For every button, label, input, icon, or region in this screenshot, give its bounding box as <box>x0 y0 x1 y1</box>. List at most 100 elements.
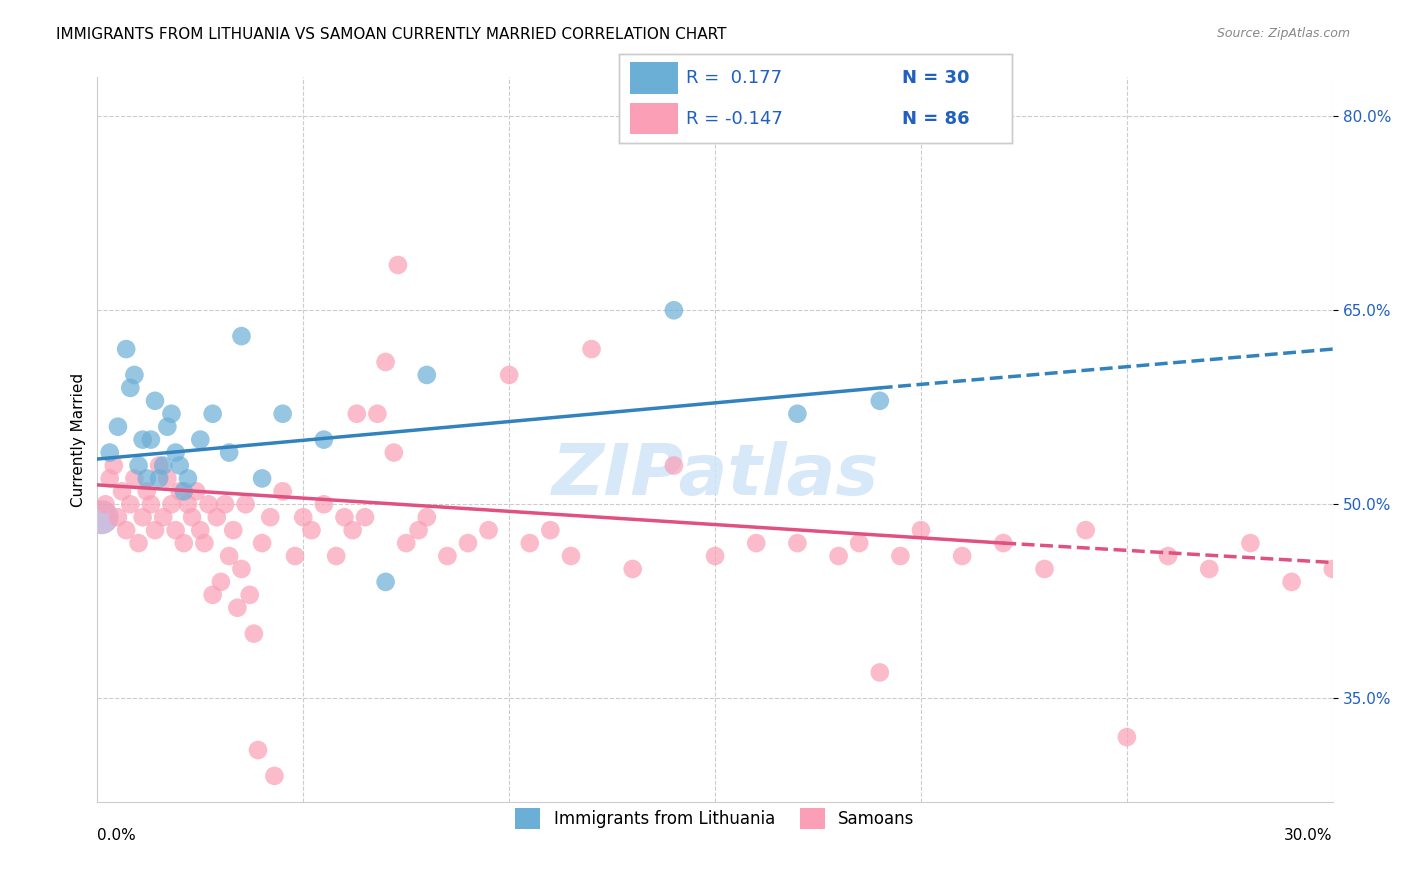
Samoans <box>1281 574 1303 589</box>
Immigrants from Lithuania <box>120 381 142 395</box>
Text: 30.0%: 30.0% <box>1284 828 1333 843</box>
Samoans <box>662 458 685 473</box>
Samoans <box>94 497 117 511</box>
Samoans <box>250 536 273 550</box>
Legend: Immigrants from Lithuania, Samoans: Immigrants from Lithuania, Samoans <box>508 800 924 837</box>
Immigrants from Lithuania <box>218 445 240 459</box>
Samoans <box>263 769 285 783</box>
Point <box>90 510 112 524</box>
Bar <box>630 103 678 134</box>
Samoans <box>156 471 179 485</box>
Samoans <box>889 549 911 563</box>
Immigrants from Lithuania <box>160 407 183 421</box>
Samoans <box>218 549 240 563</box>
Immigrants from Lithuania <box>165 445 187 459</box>
Samoans <box>498 368 520 382</box>
Samoans <box>342 523 364 537</box>
Samoans <box>186 484 208 499</box>
Immigrants from Lithuania <box>231 329 253 343</box>
Bar <box>630 62 678 94</box>
Immigrants from Lithuania <box>115 342 138 356</box>
Samoans <box>173 536 195 550</box>
Samoans <box>243 626 266 640</box>
Samoans <box>333 510 356 524</box>
Samoans <box>107 510 129 524</box>
Samoans <box>284 549 307 563</box>
Y-axis label: Currently Married: Currently Married <box>72 373 86 507</box>
Samoans <box>209 574 232 589</box>
Samoans <box>1198 562 1220 576</box>
Samoans <box>374 355 396 369</box>
Samoans <box>188 523 211 537</box>
Immigrants from Lithuania <box>786 407 808 421</box>
Samoans <box>869 665 891 680</box>
Text: N = 86: N = 86 <box>903 110 970 128</box>
Samoans <box>325 549 347 563</box>
Samoans <box>165 523 187 537</box>
Samoans <box>1074 523 1097 537</box>
Samoans <box>538 523 561 537</box>
Samoans <box>745 536 768 550</box>
Samoans <box>128 536 150 550</box>
Samoans <box>226 600 249 615</box>
Immigrants from Lithuania <box>374 574 396 589</box>
Immigrants from Lithuania <box>312 433 335 447</box>
Text: R = -0.147: R = -0.147 <box>686 110 783 128</box>
Samoans <box>581 342 603 356</box>
Samoans <box>152 510 174 524</box>
Immigrants from Lithuania <box>98 445 121 459</box>
Immigrants from Lithuania <box>135 471 157 485</box>
Samoans <box>519 536 541 550</box>
Immigrants from Lithuania <box>107 419 129 434</box>
Samoans <box>246 743 269 757</box>
Samoans <box>848 536 870 550</box>
Samoans <box>366 407 388 421</box>
Samoans <box>193 536 215 550</box>
Immigrants from Lithuania <box>869 393 891 408</box>
Samoans <box>1322 562 1344 576</box>
Immigrants from Lithuania <box>131 433 153 447</box>
Samoans <box>292 510 315 524</box>
Immigrants from Lithuania <box>148 471 170 485</box>
Text: Source: ZipAtlas.com: Source: ZipAtlas.com <box>1216 27 1350 40</box>
Samoans <box>1157 549 1180 563</box>
Samoans <box>222 523 245 537</box>
Samoans <box>408 523 430 537</box>
Samoans <box>395 536 418 550</box>
Samoans <box>181 510 204 524</box>
Samoans <box>177 497 200 511</box>
Samoans <box>436 549 458 563</box>
Immigrants from Lithuania <box>188 433 211 447</box>
Immigrants from Lithuania <box>128 458 150 473</box>
Samoans <box>143 523 166 537</box>
Text: ZIPatlas: ZIPatlas <box>551 442 879 510</box>
Immigrants from Lithuania <box>250 471 273 485</box>
Immigrants from Lithuania <box>201 407 224 421</box>
Samoans <box>139 497 162 511</box>
Immigrants from Lithuania <box>169 458 191 473</box>
Samoans <box>135 484 157 499</box>
Samoans <box>169 484 191 499</box>
Samoans <box>197 497 219 511</box>
Samoans <box>160 497 183 511</box>
Samoans <box>621 562 644 576</box>
Samoans <box>910 523 932 537</box>
Samoans <box>416 510 439 524</box>
Immigrants from Lithuania <box>416 368 439 382</box>
Samoans <box>354 510 377 524</box>
Samoans <box>111 484 134 499</box>
Immigrants from Lithuania <box>152 458 174 473</box>
Samoans <box>201 588 224 602</box>
Immigrants from Lithuania <box>156 419 179 434</box>
Samoans <box>704 549 727 563</box>
Immigrants from Lithuania <box>173 484 195 499</box>
Immigrants from Lithuania <box>271 407 294 421</box>
Samoans <box>387 258 409 272</box>
Immigrants from Lithuania <box>662 303 685 318</box>
Samoans <box>301 523 323 537</box>
Samoans <box>103 458 125 473</box>
Samoans <box>1239 536 1261 550</box>
Text: N = 30: N = 30 <box>903 70 970 87</box>
Samoans <box>1115 730 1137 744</box>
Samoans <box>120 497 142 511</box>
